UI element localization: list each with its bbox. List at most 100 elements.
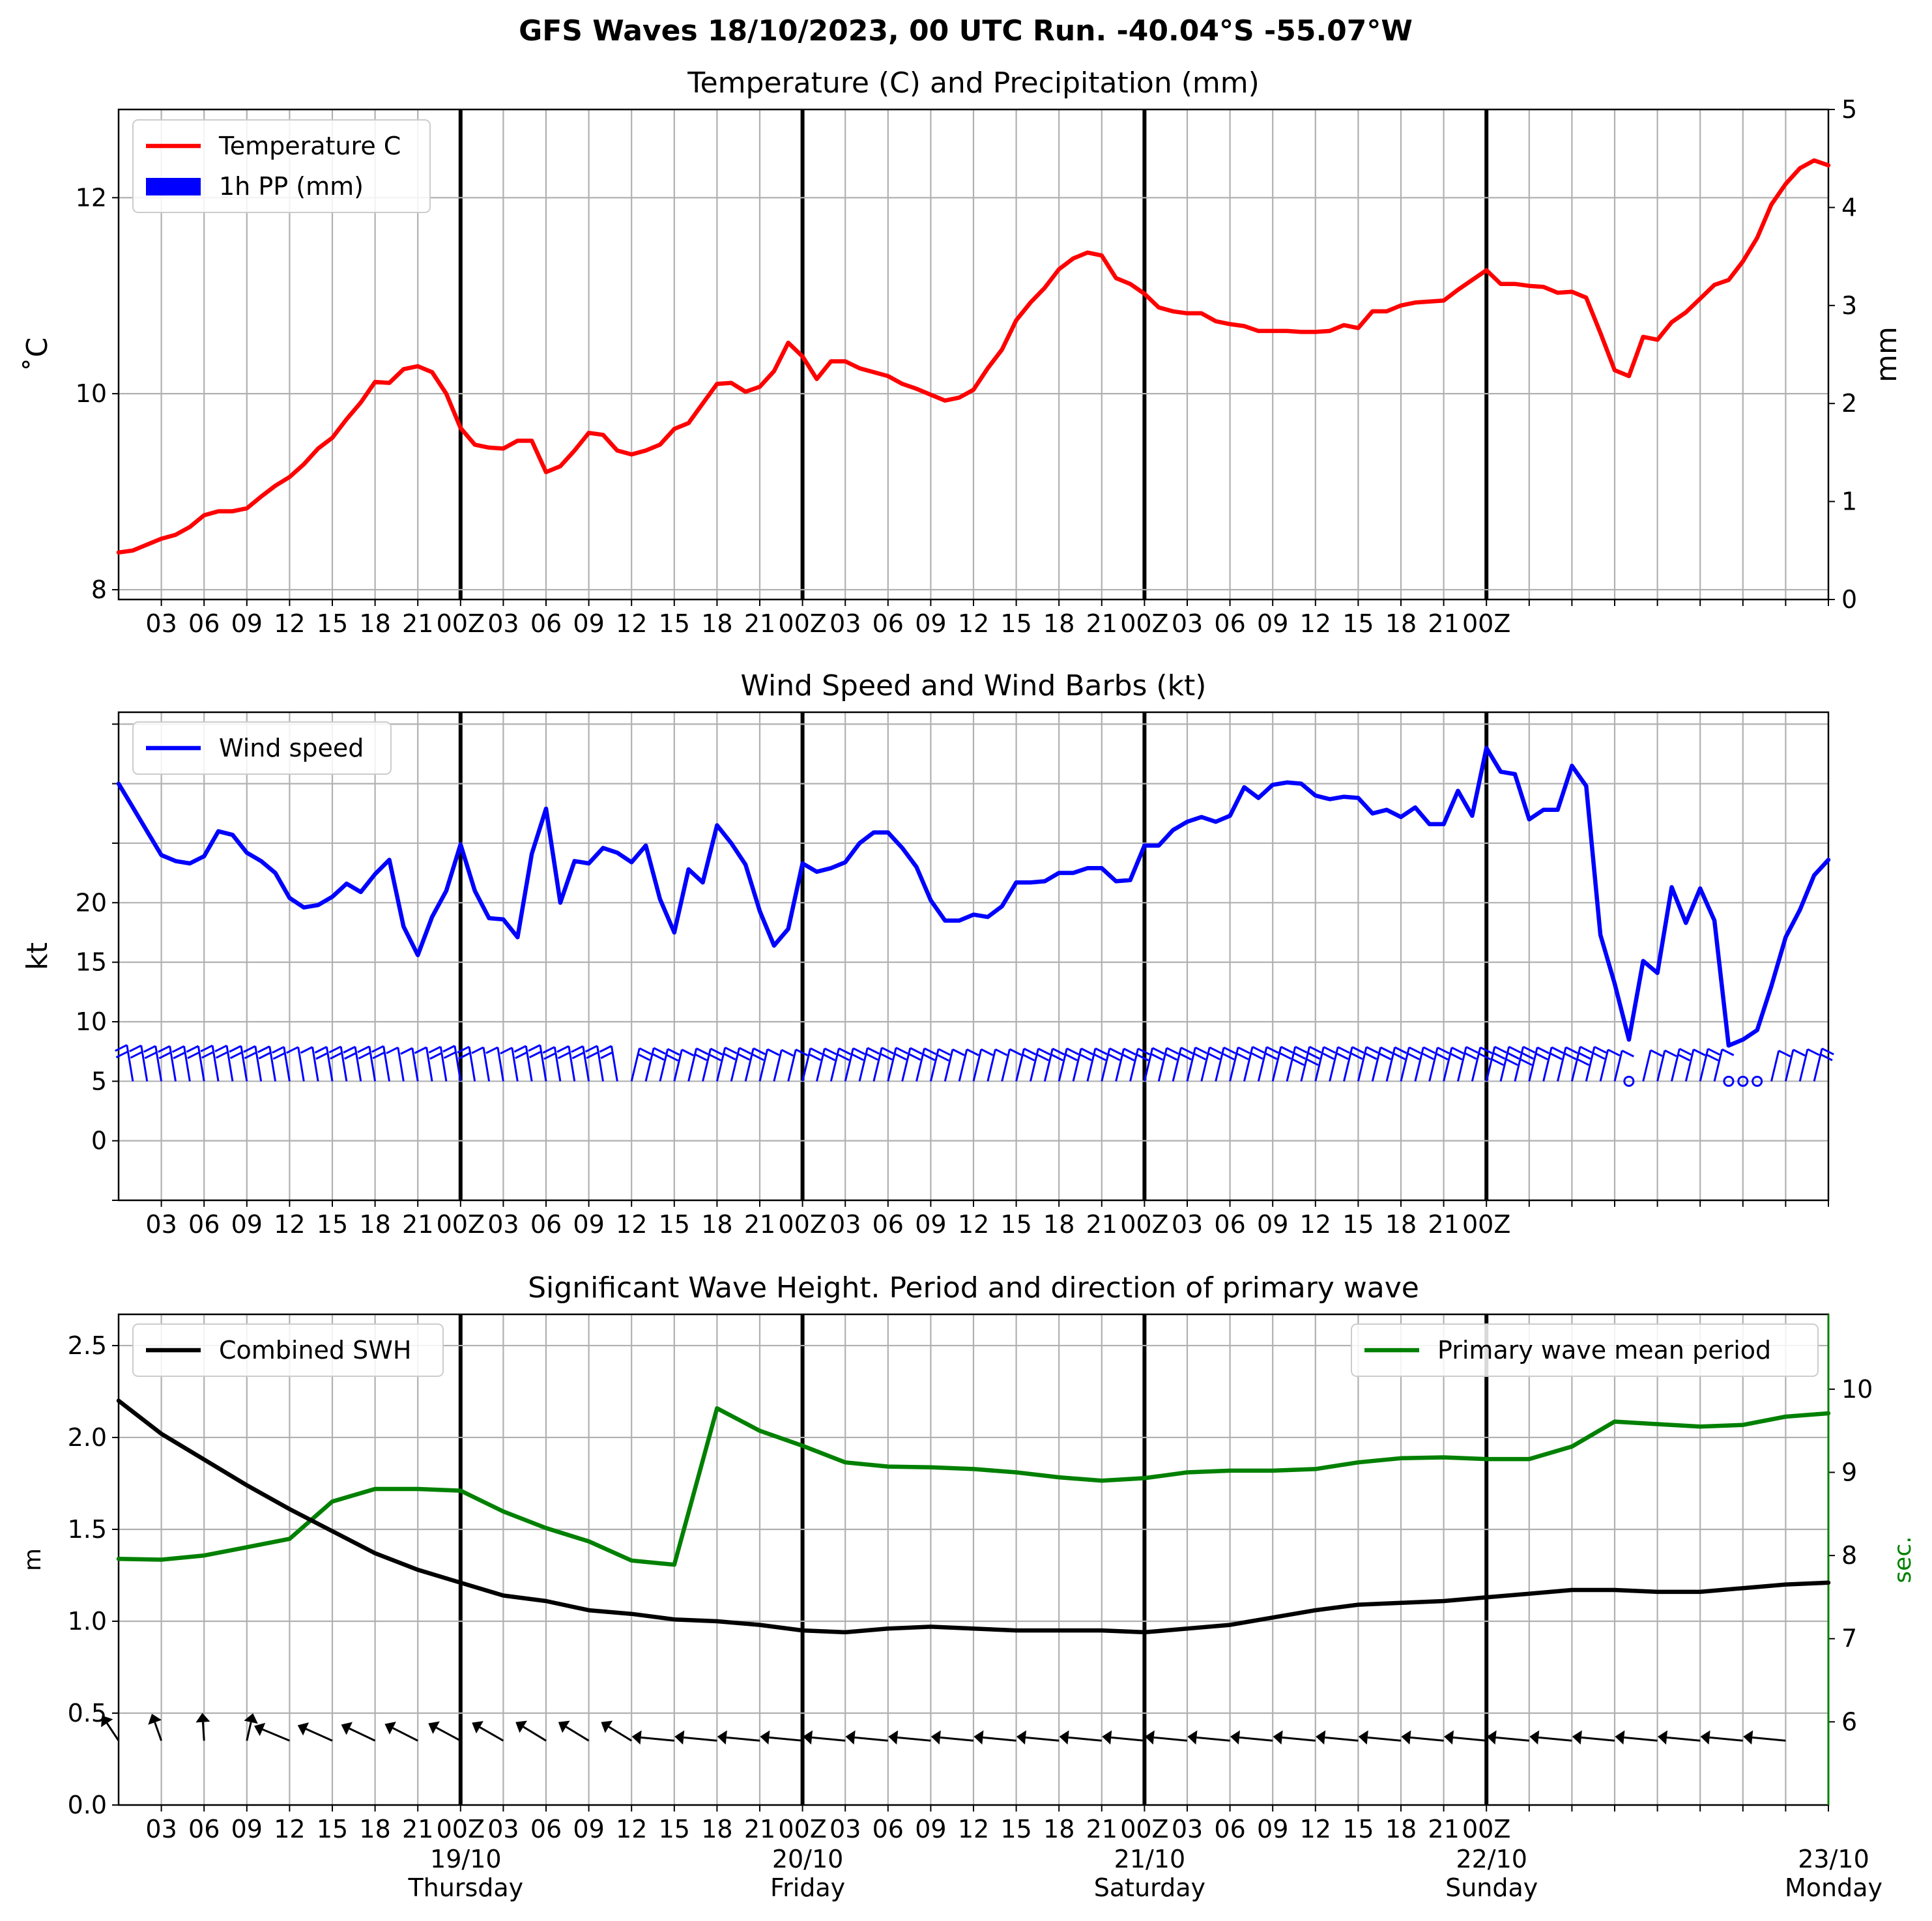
x-tick-label: 00Z (778, 1815, 826, 1843)
wind-barb (1798, 1048, 1820, 1082)
legend-label: Wind speed (219, 734, 364, 762)
x-tick-label: 09 (573, 1210, 604, 1239)
x-tick-label: 00Z (1120, 1210, 1168, 1239)
wind-barb (556, 1045, 576, 1082)
x-tick-label: 15 (317, 1210, 348, 1239)
wave-direction-arrow (384, 1722, 418, 1742)
y-tick-label: 20 (76, 888, 107, 917)
wind-barb (644, 1047, 666, 1082)
x-tick-label: 09 (915, 609, 946, 638)
wind-barb (972, 1048, 994, 1082)
wave-direction-arrow (888, 1730, 931, 1745)
x-tick-label: 00Z (1120, 1815, 1168, 1843)
wind-barb (872, 1047, 894, 1082)
wind-barb (584, 1045, 604, 1082)
wave-direction-arrow (1486, 1730, 1529, 1745)
wind-barb (1713, 1048, 1735, 1082)
wind-barb (1129, 1047, 1151, 1082)
wave-direction-arrow (601, 1720, 632, 1742)
x-tick-label: 09 (915, 1210, 946, 1239)
x-tick-label: 03 (1172, 1815, 1203, 1843)
x-tick-label: 12 (958, 1815, 989, 1843)
y2-tick-label: 10 (1841, 1375, 1873, 1404)
wind-barb (773, 1048, 794, 1082)
wind-barb (901, 1047, 923, 1082)
x-tick-label: 18 (701, 609, 732, 638)
wave-direction-arrow (244, 1713, 258, 1741)
day-weekday-label: Sunday (1445, 1873, 1538, 1902)
x-tick-label: 18 (1385, 1210, 1417, 1239)
x-tick-label: 18 (359, 609, 390, 638)
wind-barb (887, 1047, 908, 1082)
day-weekday-label: Friday (770, 1873, 845, 1902)
x-tick-label: 00Z (1462, 609, 1510, 638)
wind-barb (272, 1046, 291, 1082)
wind-barb (1086, 1047, 1108, 1082)
wind-barb (200, 1045, 220, 1082)
x-tick-label: 12 (958, 609, 989, 638)
wind-barb (630, 1047, 652, 1082)
day-weekday-label: Saturday (1094, 1873, 1205, 1902)
legend-patch (146, 178, 201, 195)
wind-barb (1243, 1046, 1265, 1082)
day-weekday-label: Thursday (407, 1873, 523, 1902)
wave-direction-arrow (1016, 1730, 1060, 1745)
x-tick-label: 21 (744, 1210, 775, 1239)
x-tick-label: 15 (659, 609, 690, 638)
x-tick-label: 03 (1172, 1210, 1203, 1239)
wave-direction-arrow (1316, 1730, 1359, 1745)
wave-direction-arrow (558, 1720, 590, 1742)
wind-barb (1101, 1047, 1122, 1082)
wave-direction-arrow (1401, 1730, 1444, 1745)
wind-barb (715, 1047, 738, 1082)
wind-barb (1723, 1075, 1735, 1087)
wind-barb (471, 1046, 491, 1082)
wind-barb (1684, 1048, 1706, 1082)
x-tick-label: 15 (1342, 1815, 1374, 1843)
y-tick-label: 10 (76, 379, 107, 408)
wind-barb (1784, 1048, 1806, 1082)
x-tick-label: 18 (1043, 609, 1074, 638)
wind-barb (1001, 1048, 1022, 1082)
wave-direction-arrow (674, 1730, 717, 1745)
x-tick-label: 21 (1086, 1815, 1117, 1843)
x-tick-label: 06 (872, 609, 904, 638)
wind-barb (571, 1045, 590, 1082)
x-tick-label: 15 (659, 1815, 690, 1843)
legend-label: Combined SWH (219, 1336, 411, 1365)
wave-direction-arrow (1358, 1730, 1402, 1745)
x-tick-label: 15 (1342, 609, 1374, 638)
x-tick-label: 00Z (1462, 1210, 1510, 1239)
y-tick-label: 1.5 (68, 1515, 107, 1544)
x-tick-label: 12 (1300, 1815, 1331, 1843)
x-tick-label: 09 (231, 1210, 263, 1239)
y-tick-label: 1.0 (68, 1607, 107, 1636)
wind-barb (1400, 1046, 1422, 1082)
y-axis-label: m (20, 1548, 46, 1571)
wind-barb (958, 1048, 979, 1082)
wind-barb (758, 1048, 780, 1082)
plot-frame (117, 711, 1830, 1202)
legend (132, 1323, 444, 1377)
y2-tick-label: 4 (1841, 193, 1857, 222)
wind-barb (1115, 1047, 1136, 1082)
wind-barb (1385, 1046, 1407, 1082)
wind-barb (1314, 1046, 1336, 1082)
x-tick-label: 15 (317, 609, 348, 638)
wind-barb (659, 1048, 680, 1082)
x-tick-label: 12 (1300, 1210, 1331, 1239)
x-tick-label: 06 (1214, 1815, 1245, 1843)
x-tick-label: 18 (701, 1815, 732, 1843)
x-tick-label: 00Z (437, 609, 485, 638)
wave-direction-arrow (472, 1721, 504, 1742)
wind-barb (542, 1046, 562, 1082)
x-tick-label: 03 (829, 609, 861, 638)
wave-direction-arrow (1572, 1730, 1615, 1745)
wind-barb (1271, 1046, 1293, 1082)
x-tick-label: 06 (530, 1815, 562, 1843)
x-tick-label: 09 (573, 609, 604, 638)
wind-barb (1699, 1048, 1720, 1082)
legend-label: Primary wave mean period (1437, 1336, 1771, 1365)
wind-barb (858, 1047, 880, 1082)
wind-barb (143, 1045, 163, 1082)
